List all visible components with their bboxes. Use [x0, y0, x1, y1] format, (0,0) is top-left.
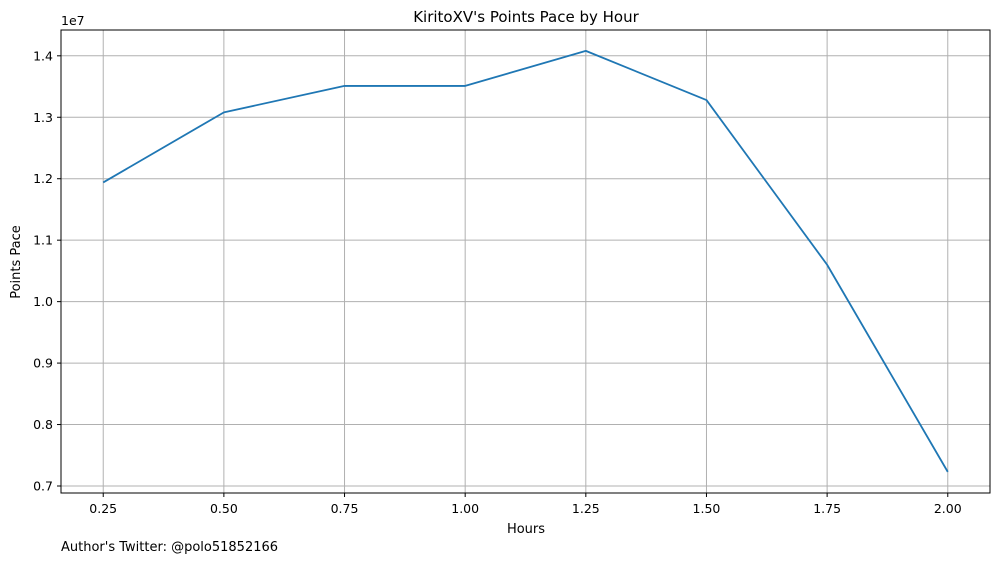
y-tick-label: 1.3: [33, 110, 53, 125]
y-tick-label: 1.2: [33, 171, 53, 186]
author-twitter-note: Author's Twitter: @polo51852166: [61, 540, 278, 555]
series-line: [102, 49, 949, 473]
x-tick-label: 2.00: [934, 501, 962, 516]
series-layer: [102, 49, 949, 473]
x-tick-label: 1.00: [451, 501, 479, 516]
y-tick-label: 0.7: [33, 478, 53, 493]
y-tick-label: 1.4: [33, 48, 53, 63]
x-tick-label: 1.75: [813, 501, 841, 516]
axis-ticks: 0.25 0.50 0.75 1.00 1.25 1.50 1.75 2.00 0.7 0.8 0.…: [33, 48, 962, 516]
x-tick-label: 1.50: [693, 501, 721, 516]
x-tick-label: 1.25: [572, 501, 600, 516]
y-tick-label: 0.8: [33, 417, 53, 432]
y-tick-label: 0.9: [33, 356, 53, 371]
chart-title: KiritoXV's Points Pace by Hour: [413, 8, 639, 26]
plot-frame: [60, 29, 991, 494]
y-axis-exponent: 1e7: [61, 13, 85, 28]
y-tick-label: 1.0: [33, 294, 53, 309]
x-tick-label: 0.25: [89, 501, 117, 516]
y-axis-label: Points Pace: [9, 225, 24, 299]
grid: [61, 30, 990, 493]
x-axis-label: Hours: [507, 522, 545, 537]
x-tick-label: 0.75: [331, 501, 359, 516]
x-tick-label: 0.50: [210, 501, 238, 516]
y-tick-label: 1.1: [33, 233, 53, 248]
